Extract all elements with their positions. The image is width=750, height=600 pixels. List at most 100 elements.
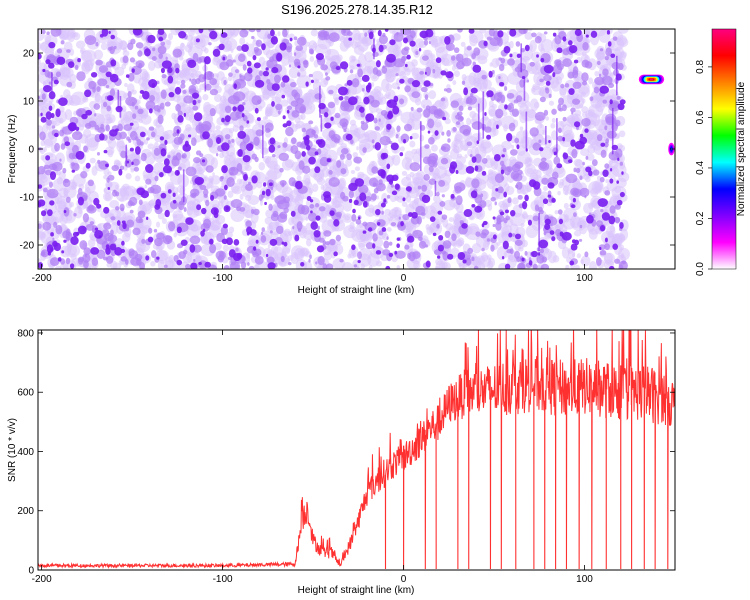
spectrogram-noise-blob <box>516 53 522 58</box>
spectrogram-noise-blob <box>151 56 157 61</box>
spectrogram-noise-blob <box>464 154 468 159</box>
spectrogram-noise-blob <box>537 264 541 269</box>
spectrogram-noise-blob <box>91 257 99 267</box>
spectrogram-noise-blob <box>563 202 569 209</box>
spectrogram-noise-blob <box>70 91 87 106</box>
spectrogram-noise-blob <box>540 57 545 63</box>
spectrogram-noise-blob <box>387 100 392 104</box>
spectrogram-noise-blob <box>254 248 262 257</box>
spectrogram-x-axis-title: Height of straight line (km) <box>298 285 415 296</box>
spectrogram-noise-blob <box>351 55 357 62</box>
spectrogram-noise-blob <box>315 215 321 221</box>
spectrogram-noise-blob <box>514 239 523 246</box>
spectrogram-noise-blob <box>236 163 243 172</box>
spectrogram-noise-blob <box>584 128 589 133</box>
spectrogram-noise-blob <box>501 111 508 117</box>
spectrogram-noise-blob <box>105 84 110 89</box>
spectrogram-noise-blob <box>307 212 317 222</box>
spectrogram-noise-blob <box>213 209 218 214</box>
spectrogram-noise-blob <box>604 237 608 243</box>
spectrogram-noise-blob <box>177 136 183 145</box>
spectrogram-noise-blob <box>273 164 281 174</box>
spectrogram-noise-blob <box>556 47 563 54</box>
spectrogram-noise-blob <box>220 226 228 236</box>
spectrogram-noise-blob <box>614 204 621 210</box>
spectrogram-noise-blob <box>330 133 341 143</box>
spectrogram-noise-blob <box>481 170 487 176</box>
spectrogram-noise-blob <box>156 221 161 228</box>
spectrogram-noise-blob <box>64 141 71 147</box>
spectrogram-noise-blob <box>177 110 183 117</box>
spectrogram-noise-blob <box>425 260 431 268</box>
spectrogram-noise-blob <box>159 102 165 110</box>
spectrogram-noise-blob <box>281 94 286 99</box>
spectrogram-noise-blob <box>340 148 349 155</box>
spectrogram-noise-blob <box>283 207 289 214</box>
spectrogram-noise-blob <box>360 111 365 118</box>
spectrogram-noise-blob <box>172 48 183 58</box>
spectrogram-noise-blob <box>343 29 347 34</box>
spectrogram-noise-blob <box>268 144 276 153</box>
spectrogram-noise-blob <box>141 238 146 244</box>
spectrogram-noise-blob <box>53 221 58 228</box>
spectrogram-noise-blob <box>441 214 448 220</box>
spectrogram-noise-blob <box>373 117 378 124</box>
spectrogram-streak <box>525 111 528 151</box>
spectrogram-noise-blob <box>223 195 227 200</box>
spectrogram-noise-blob <box>537 252 541 256</box>
spectrogram-noise-blob <box>121 220 126 224</box>
spectrogram-noise-blob <box>54 142 60 152</box>
spectrogram-noise-blob <box>385 265 391 269</box>
spectrogram-noise-blob <box>132 227 141 236</box>
spectrogram-noise-blob <box>386 123 392 130</box>
spectrogram-noise-blob <box>106 95 113 102</box>
spectrogram-noise-blob <box>428 41 431 45</box>
spectrogram-noise-blob <box>403 138 407 144</box>
spectrogram-noise-blob <box>557 135 564 142</box>
spectrogram-noise-blob <box>547 250 557 264</box>
spectrogram-noise-blob <box>115 206 120 211</box>
spectrogram-noise-blob <box>618 260 628 269</box>
spectrogram-noise-blob <box>132 29 143 36</box>
spectrogram-y-tick-label: 10 <box>23 97 35 108</box>
spectrogram-noise-blob <box>433 194 441 203</box>
spectrogram-noise-blob <box>242 64 247 71</box>
spectrogram-noise-blob <box>252 54 257 61</box>
spectrogram-noise-blob <box>538 209 544 215</box>
spectrogram-noise-blob <box>110 34 116 40</box>
spectrogram-feature <box>649 78 654 80</box>
spectrogram-noise-blob <box>494 173 504 184</box>
spectrogram-noise-blob <box>401 170 408 176</box>
spectrogram-noise-blob <box>587 109 595 118</box>
spectrogram-streak <box>523 78 526 101</box>
spectrogram-noise-blob <box>332 200 341 208</box>
spectrogram-noise-blob <box>470 87 478 94</box>
spectrogram-noise-blob <box>70 236 79 246</box>
spectrogram-noise-blob <box>260 235 267 243</box>
spectrogram-noise-blob <box>203 205 213 219</box>
spectrogram-noise-blob <box>45 155 51 161</box>
spectrogram-noise-blob <box>191 137 197 147</box>
spectrogram-noise-blob <box>51 125 56 129</box>
spectrogram-noise-blob <box>320 64 329 71</box>
spectrogram-noise-blob <box>573 121 581 128</box>
spectrogram-noise-blob <box>140 152 147 162</box>
spectrogram-noise-blob <box>544 249 549 255</box>
spectrogram-noise-blob <box>425 105 431 111</box>
spectrogram-noise-blob <box>309 203 315 209</box>
spectrogram-noise-blob <box>465 99 470 105</box>
spectrogram-noise-blob <box>474 210 482 219</box>
spectrogram-noise-blob <box>78 209 83 214</box>
spectrogram-noise-blob <box>129 209 134 214</box>
spectrogram-noise-blob <box>386 194 391 199</box>
spectrogram-noise-blob <box>258 119 267 129</box>
spectrogram-noise-blob <box>185 263 191 269</box>
spectrogram-noise-blob <box>103 222 112 230</box>
spectrogram-noise-blob <box>231 138 235 143</box>
spectrogram-noise-blob <box>281 247 291 255</box>
spectrogram-noise-blob <box>113 45 117 50</box>
spectrogram-noise-blob <box>105 124 110 132</box>
spectrogram-noise-blob <box>395 133 399 139</box>
spectrogram-noise-blob <box>198 29 204 34</box>
spectrogram-noise-blob <box>480 143 485 149</box>
